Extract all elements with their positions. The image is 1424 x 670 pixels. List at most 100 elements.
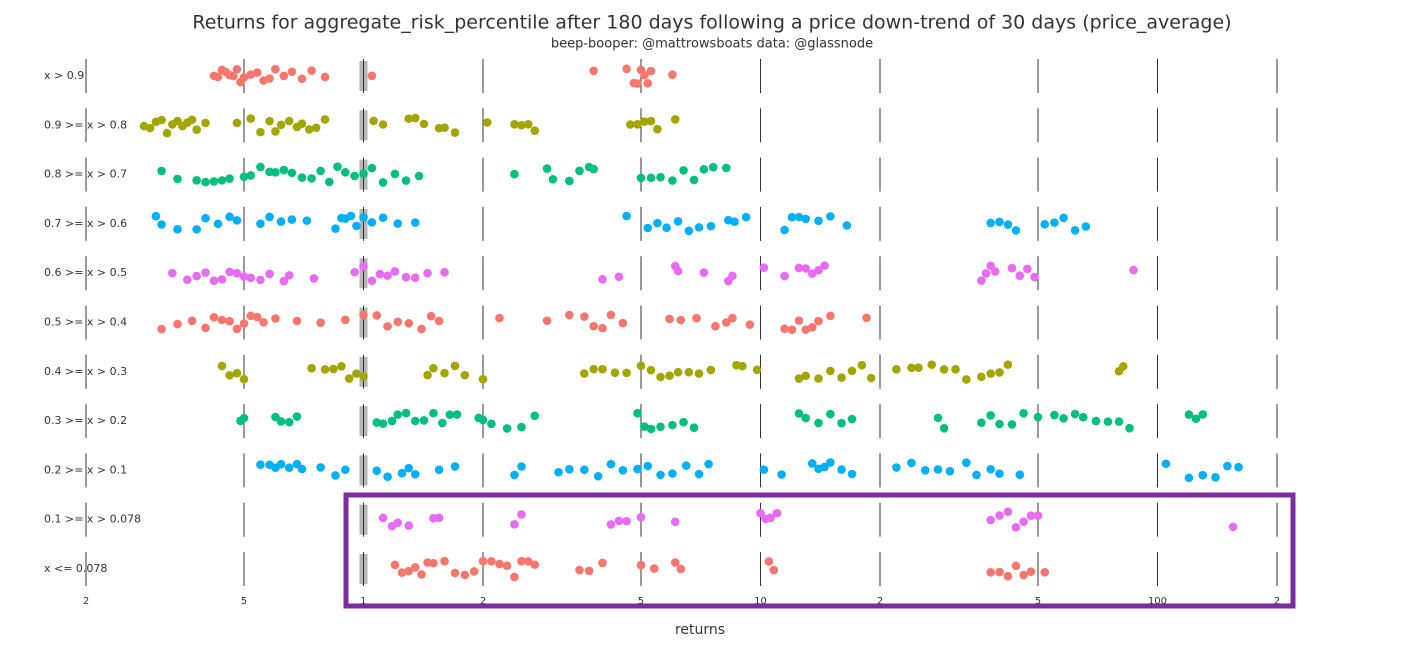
point bbox=[814, 374, 823, 383]
point bbox=[201, 323, 210, 333]
point bbox=[920, 466, 930, 475]
point bbox=[794, 409, 804, 418]
point bbox=[721, 318, 731, 327]
point bbox=[173, 224, 182, 234]
point bbox=[780, 271, 789, 281]
point bbox=[297, 464, 307, 474]
point bbox=[246, 171, 256, 180]
point bbox=[333, 162, 342, 172]
point bbox=[622, 64, 631, 74]
point bbox=[367, 71, 377, 81]
point bbox=[1003, 507, 1013, 517]
point bbox=[271, 64, 280, 74]
point bbox=[232, 368, 242, 378]
point bbox=[826, 311, 835, 321]
point bbox=[939, 423, 949, 433]
point bbox=[668, 70, 677, 80]
point bbox=[837, 418, 846, 428]
point bbox=[502, 561, 512, 571]
point bbox=[990, 267, 1000, 276]
point bbox=[780, 324, 789, 333]
x-tick-label: 1 bbox=[360, 596, 366, 607]
point bbox=[794, 212, 804, 222]
point bbox=[352, 369, 361, 379]
point bbox=[706, 221, 716, 231]
point bbox=[482, 118, 492, 127]
point bbox=[1026, 567, 1036, 576]
point bbox=[276, 217, 286, 226]
point bbox=[329, 364, 338, 374]
point bbox=[986, 411, 995, 420]
point bbox=[383, 322, 392, 331]
point bbox=[1003, 360, 1013, 369]
point bbox=[429, 408, 438, 418]
point bbox=[670, 517, 680, 527]
point bbox=[397, 568, 407, 577]
point bbox=[510, 572, 519, 582]
point bbox=[423, 370, 432, 380]
point bbox=[246, 70, 256, 79]
point bbox=[209, 276, 219, 285]
point bbox=[1026, 511, 1036, 520]
point bbox=[309, 274, 319, 283]
point bbox=[1040, 567, 1050, 577]
point bbox=[995, 217, 1004, 227]
point bbox=[653, 124, 662, 134]
point bbox=[246, 273, 256, 283]
point bbox=[426, 311, 436, 321]
point bbox=[820, 462, 829, 472]
point bbox=[1033, 412, 1043, 422]
point bbox=[837, 373, 846, 382]
point bbox=[284, 116, 294, 126]
point bbox=[487, 556, 496, 566]
point bbox=[745, 320, 755, 329]
point bbox=[689, 423, 699, 433]
point bbox=[419, 119, 429, 129]
point bbox=[487, 419, 496, 429]
point bbox=[807, 459, 817, 468]
point bbox=[401, 272, 411, 282]
point bbox=[780, 225, 789, 235]
point bbox=[404, 319, 414, 328]
point bbox=[401, 408, 411, 418]
x-tick-label: 2 bbox=[1274, 596, 1280, 607]
point bbox=[331, 224, 340, 233]
point bbox=[187, 316, 197, 326]
point bbox=[307, 174, 316, 183]
point bbox=[252, 312, 262, 322]
point bbox=[239, 374, 249, 384]
point bbox=[265, 116, 274, 126]
point bbox=[1015, 470, 1025, 479]
y-tick-label: 0.8 >= x > 0.7 bbox=[44, 168, 127, 181]
point bbox=[192, 125, 201, 134]
point bbox=[662, 223, 671, 233]
point bbox=[801, 371, 811, 381]
point bbox=[239, 319, 249, 328]
point bbox=[633, 79, 642, 88]
point bbox=[580, 312, 589, 321]
point bbox=[1033, 511, 1043, 520]
point bbox=[297, 74, 307, 84]
point bbox=[246, 114, 256, 123]
point bbox=[157, 220, 166, 229]
point bbox=[387, 416, 397, 426]
point bbox=[1030, 272, 1039, 282]
point bbox=[378, 178, 388, 187]
point bbox=[610, 368, 620, 378]
point bbox=[359, 372, 368, 381]
point bbox=[699, 164, 709, 174]
point bbox=[232, 216, 242, 225]
point bbox=[495, 559, 504, 569]
point bbox=[665, 371, 674, 380]
point bbox=[517, 422, 526, 432]
point bbox=[995, 419, 1004, 429]
point bbox=[410, 218, 420, 227]
point bbox=[450, 128, 460, 137]
point bbox=[614, 516, 624, 526]
point bbox=[419, 416, 429, 425]
point bbox=[622, 211, 631, 221]
point bbox=[324, 177, 334, 187]
point bbox=[213, 219, 223, 229]
point bbox=[307, 363, 316, 373]
point bbox=[410, 113, 420, 123]
